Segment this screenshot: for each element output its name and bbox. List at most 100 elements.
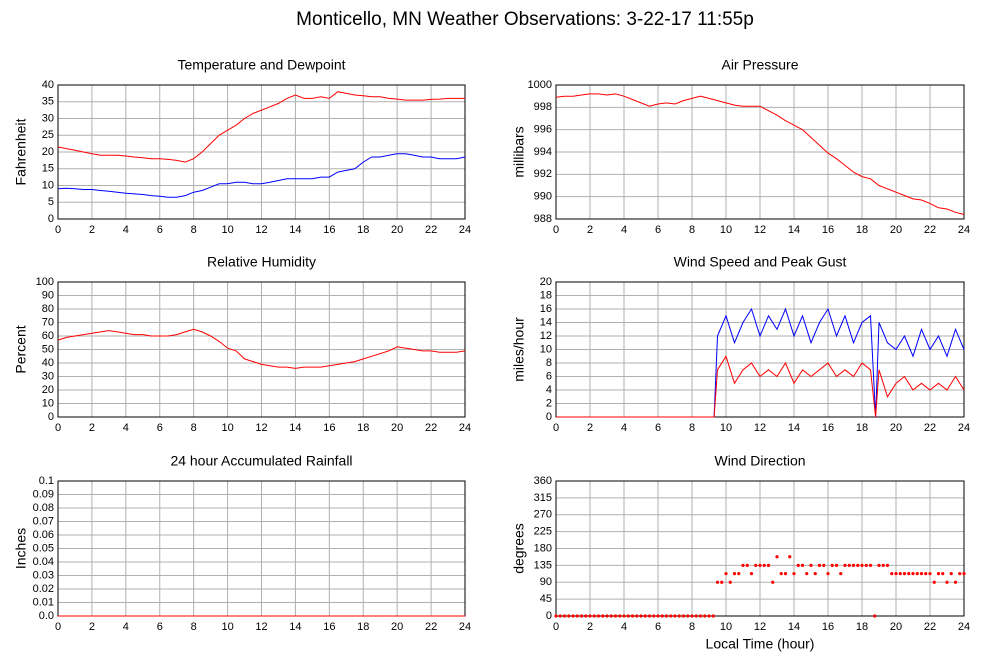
data-point: [656, 614, 660, 618]
x-tick-label: 20: [391, 224, 403, 236]
data-point: [626, 614, 630, 618]
x-tick-label: 6: [655, 224, 661, 236]
x-tick-label: 22: [425, 621, 437, 633]
y-tick-label: 14: [540, 316, 552, 328]
y-tick-label: 70: [42, 316, 54, 328]
data-point: [885, 563, 890, 567]
x-tick-label: 8: [689, 422, 695, 434]
data-line: [57, 91, 465, 163]
y-tick-label: 90: [540, 576, 552, 588]
y-axis-label: Percent: [13, 325, 29, 373]
data-point: [826, 572, 830, 576]
y-tick-label: 8: [546, 357, 552, 369]
data-point: [622, 614, 626, 618]
chart-title: 24 hour Accumulated Rainfall: [170, 453, 352, 469]
x-tick-label: 0: [55, 422, 61, 434]
data-point: [873, 614, 877, 618]
data-line: [556, 307, 965, 418]
x-tick-label: 24: [459, 422, 471, 434]
data-point: [864, 563, 868, 567]
y-tick-label: 225: [534, 526, 552, 538]
data-point: [890, 572, 894, 576]
data-point: [805, 572, 809, 576]
plot-frame: [57, 281, 466, 418]
data-point: [609, 614, 613, 618]
x-tick-label: 2: [587, 621, 593, 633]
data-point: [877, 563, 881, 567]
data-point: [558, 614, 562, 618]
x-tick-label: 6: [655, 422, 661, 434]
data-point: [941, 572, 945, 576]
x-tick-label: 20: [890, 422, 902, 434]
x-tick-label: 10: [720, 422, 732, 434]
data-point: [698, 614, 703, 618]
y-tick-label: 0.1: [39, 475, 54, 487]
x-tick-label: 18: [856, 422, 868, 434]
x-tick-label: 20: [890, 224, 902, 236]
data-point: [796, 563, 800, 567]
data-point: [758, 563, 762, 567]
x-tick-label: 10: [221, 422, 233, 434]
y-axis-label: Fahrenheit: [13, 118, 29, 185]
y-tick-label: 270: [534, 509, 552, 521]
data-point: [737, 572, 741, 576]
x-tick-label: 24: [958, 422, 970, 434]
y-tick-label: 0: [48, 213, 54, 225]
data-point: [652, 614, 656, 618]
x-tick-label: 2: [587, 224, 593, 236]
data-point: [907, 572, 911, 576]
y-tick-label: 35: [42, 96, 54, 108]
x-tick-label: 4: [621, 422, 627, 434]
x-tick-label: 12: [754, 422, 766, 434]
data-point: [762, 563, 766, 567]
data-point: [592, 614, 596, 618]
y-tick-label: 180: [534, 542, 552, 554]
x-tick-label: 0: [553, 422, 559, 434]
y-tick-label: 988: [534, 213, 552, 225]
data-point: [571, 614, 575, 618]
plot-frame: [555, 84, 965, 220]
y-tick-label: 315: [534, 492, 552, 504]
data-point: [664, 614, 669, 618]
chart-title: Wind Direction: [714, 453, 805, 469]
x-tick-label: 0: [553, 224, 559, 236]
x-tick-label: 14: [788, 422, 800, 434]
data-point: [647, 614, 652, 618]
y-tick-label: 994: [534, 146, 552, 158]
x-tick-label: 24: [459, 621, 471, 633]
data-point: [843, 563, 847, 567]
x-tick-label: 2: [587, 422, 593, 434]
y-tick-label: 100: [36, 276, 54, 288]
data-point: [945, 580, 949, 584]
y-tick-label: 5: [48, 196, 54, 208]
data-point: [596, 614, 601, 618]
y-tick-label: 0.03: [33, 569, 54, 581]
x-tick-label: 2: [89, 224, 95, 236]
data-point: [919, 572, 924, 576]
y-tick-label: 1000: [528, 79, 552, 91]
data-point: [860, 563, 864, 567]
y-tick-label: 0.06: [33, 529, 54, 541]
y-tick-label: 45: [540, 593, 552, 605]
x-tick-label: 16: [323, 621, 335, 633]
data-point: [724, 572, 728, 576]
data-point: [924, 572, 928, 576]
data-point: [605, 614, 609, 618]
x-tick-label: 4: [621, 621, 627, 633]
x-tick-label: 10: [720, 621, 732, 633]
y-axis-label: miles/hour: [511, 317, 527, 382]
data-point: [894, 572, 898, 576]
chart-title: Wind Speed and Peak Gust: [674, 254, 847, 270]
y-tick-label: 6: [546, 370, 552, 382]
data-point: [936, 572, 941, 576]
data-point: [766, 563, 771, 567]
data-point: [601, 614, 605, 618]
data-point: [643, 614, 647, 618]
x-tick-label: 0: [55, 621, 61, 633]
data-point: [817, 563, 822, 567]
y-tick-label: 50: [42, 343, 54, 355]
x-tick-label: 2: [89, 422, 95, 434]
y-tick-label: 10: [42, 397, 54, 409]
data-point: [898, 572, 902, 576]
data-point: [915, 572, 919, 576]
